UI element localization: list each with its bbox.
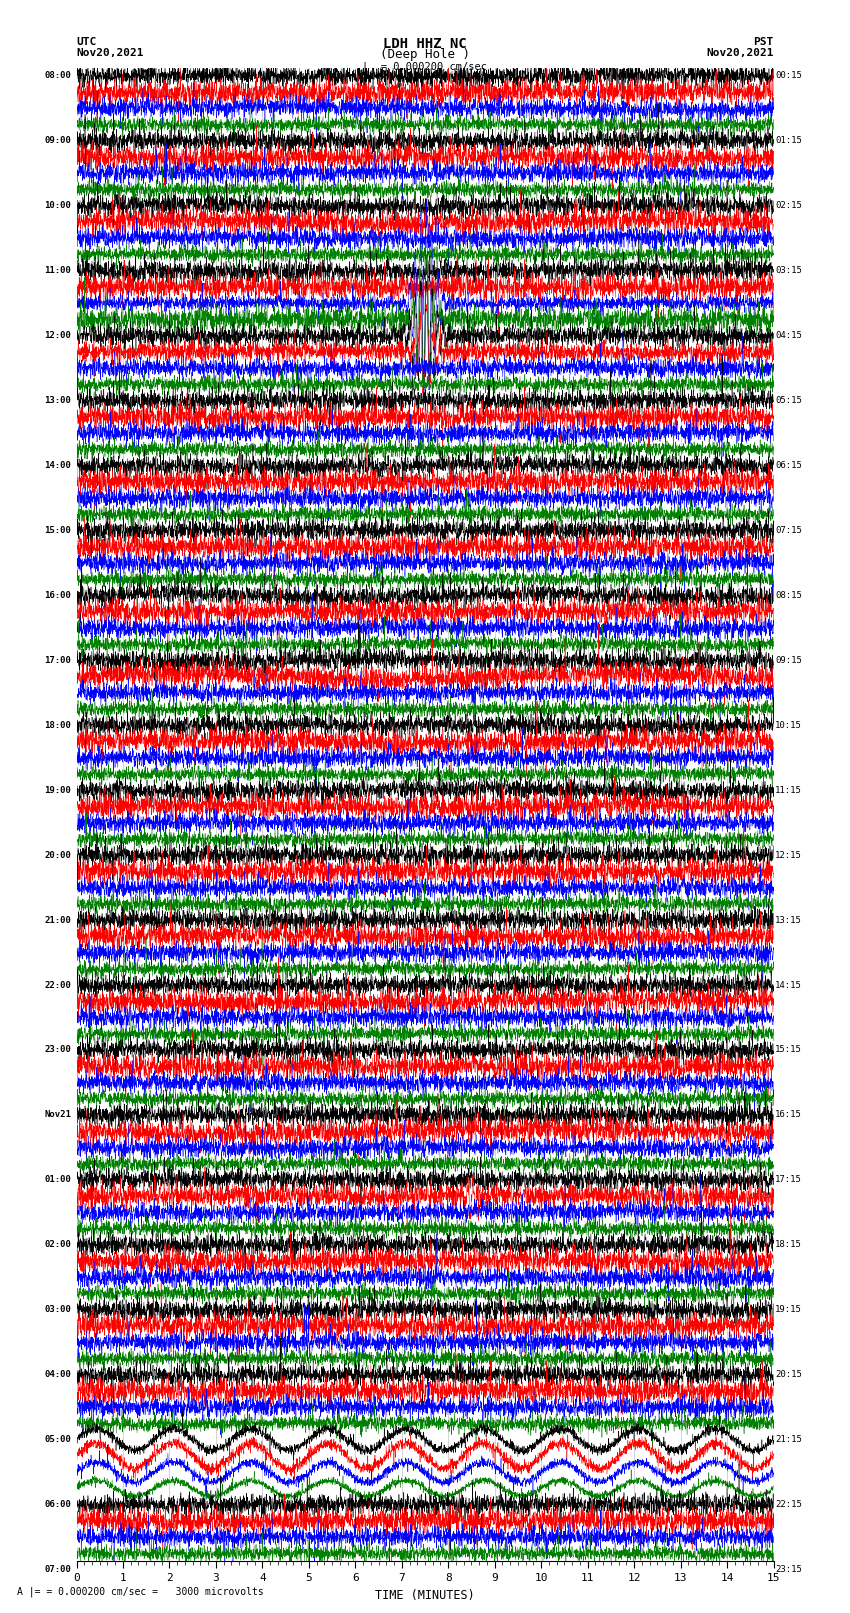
Text: 02:15: 02:15 [775, 202, 802, 210]
Text: 23:15: 23:15 [775, 1565, 802, 1574]
Text: 01:15: 01:15 [775, 137, 802, 145]
Text: 22:00: 22:00 [44, 981, 71, 989]
Text: 05:00: 05:00 [44, 1436, 71, 1444]
Text: A |= = 0.000200 cm/sec =   3000 microvolts: A |= = 0.000200 cm/sec = 3000 microvolts [17, 1586, 264, 1597]
Text: 16:15: 16:15 [775, 1110, 802, 1119]
Text: 20:00: 20:00 [44, 850, 71, 860]
Text: 15:00: 15:00 [44, 526, 71, 536]
X-axis label: TIME (MINUTES): TIME (MINUTES) [375, 1589, 475, 1602]
Text: 11:15: 11:15 [775, 786, 802, 795]
Text: 09:15: 09:15 [775, 656, 802, 665]
Text: 07:15: 07:15 [775, 526, 802, 536]
Text: 08:15: 08:15 [775, 590, 802, 600]
Text: 10:15: 10:15 [775, 721, 802, 729]
Text: 20:15: 20:15 [775, 1369, 802, 1379]
Text: 01:00: 01:00 [44, 1176, 71, 1184]
Text: 16:00: 16:00 [44, 590, 71, 600]
Text: 02:00: 02:00 [44, 1240, 71, 1250]
Text: 00:15: 00:15 [775, 71, 802, 81]
Text: 22:15: 22:15 [775, 1500, 802, 1510]
Text: 21:00: 21:00 [44, 916, 71, 924]
Text: 04:00: 04:00 [44, 1369, 71, 1379]
Text: 04:15: 04:15 [775, 331, 802, 340]
Text: 21:15: 21:15 [775, 1436, 802, 1444]
Text: 19:00: 19:00 [44, 786, 71, 795]
Text: 06:15: 06:15 [775, 461, 802, 469]
Text: 05:15: 05:15 [775, 397, 802, 405]
Text: 18:15: 18:15 [775, 1240, 802, 1250]
Text: 09:00: 09:00 [44, 137, 71, 145]
Text: 13:00: 13:00 [44, 397, 71, 405]
Text: 03:00: 03:00 [44, 1305, 71, 1315]
Text: LDH HHZ NC: LDH HHZ NC [383, 37, 467, 52]
Text: 07:00: 07:00 [44, 1565, 71, 1574]
Text: 10:00: 10:00 [44, 202, 71, 210]
Text: 08:00: 08:00 [44, 71, 71, 81]
Text: 06:00: 06:00 [44, 1500, 71, 1510]
Text: Nov20,2021: Nov20,2021 [76, 48, 144, 58]
Text: 17:15: 17:15 [775, 1176, 802, 1184]
Text: 11:00: 11:00 [44, 266, 71, 276]
Text: Nov21: Nov21 [44, 1110, 71, 1119]
Text: Nov20,2021: Nov20,2021 [706, 48, 774, 58]
Text: 12:15: 12:15 [775, 850, 802, 860]
Text: 13:15: 13:15 [775, 916, 802, 924]
Text: |  = 0.000200 cm/sec: | = 0.000200 cm/sec [362, 61, 488, 73]
Text: 12:00: 12:00 [44, 331, 71, 340]
Text: (Deep Hole ): (Deep Hole ) [380, 48, 470, 61]
Text: 03:15: 03:15 [775, 266, 802, 276]
Text: UTC: UTC [76, 37, 97, 47]
Text: 15:15: 15:15 [775, 1045, 802, 1055]
Text: 17:00: 17:00 [44, 656, 71, 665]
Text: PST: PST [753, 37, 774, 47]
Text: 14:00: 14:00 [44, 461, 71, 469]
Text: 18:00: 18:00 [44, 721, 71, 729]
Text: 14:15: 14:15 [775, 981, 802, 989]
Text: 19:15: 19:15 [775, 1305, 802, 1315]
Text: 23:00: 23:00 [44, 1045, 71, 1055]
